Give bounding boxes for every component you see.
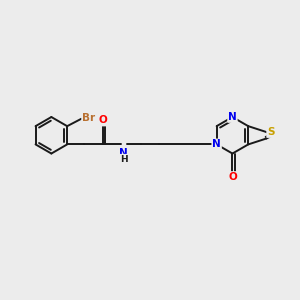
Text: N: N xyxy=(228,112,237,122)
Text: N: N xyxy=(212,140,221,149)
Text: S: S xyxy=(267,127,274,137)
Text: N: N xyxy=(119,148,128,158)
Text: O: O xyxy=(228,172,237,182)
Text: Br: Br xyxy=(82,113,95,123)
Text: O: O xyxy=(98,115,107,125)
Text: H: H xyxy=(120,154,127,164)
